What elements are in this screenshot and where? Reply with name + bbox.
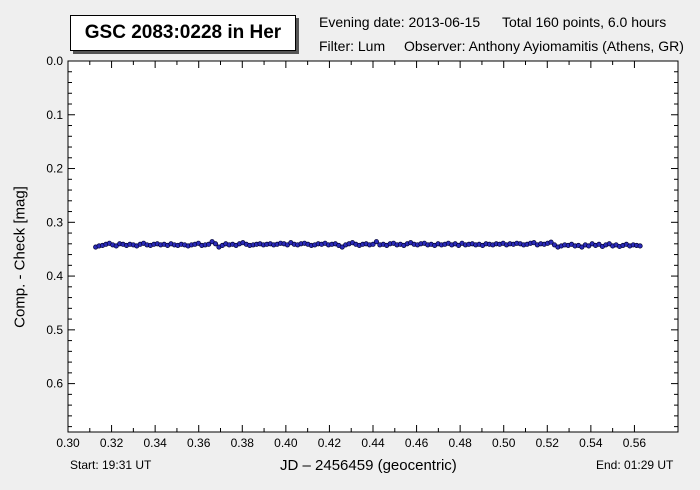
x-tick-label: 0.54 xyxy=(579,436,603,450)
y-tick-label: 0.6 xyxy=(46,377,63,391)
data-point xyxy=(637,243,643,249)
x-tick-label: 0.52 xyxy=(536,436,560,450)
y-axis-label: Comp. - Check [mag] xyxy=(11,186,29,328)
data-points xyxy=(93,239,643,250)
x-tick-label: 0.34 xyxy=(143,436,167,450)
end-time: End: 01:29 UT xyxy=(596,458,674,472)
x-tick-label: 0.50 xyxy=(492,436,516,450)
x-tick-label: 0.32 xyxy=(100,436,124,450)
y-tick-label: 0.0 xyxy=(46,54,63,68)
y-tick-label: 0.4 xyxy=(46,269,63,283)
data-point xyxy=(206,241,212,247)
x-tick-label: 0.56 xyxy=(623,436,647,450)
y-tick-label: 0.3 xyxy=(46,215,63,229)
x-tick-label: 0.42 xyxy=(318,436,342,450)
total-points: Total 160 points, 6.0 hours xyxy=(502,14,667,30)
x-tick-label: 0.36 xyxy=(187,436,211,450)
x-tick-label: 0.44 xyxy=(361,436,385,450)
start-time: Start: 19:31 UT xyxy=(70,458,152,472)
x-tick-label: 0.30 xyxy=(56,436,80,450)
data-point xyxy=(212,241,219,247)
x-axis-label: JD – 2456459 (geocentric) xyxy=(280,457,457,474)
star-title: GSC 2083:0228 in Her xyxy=(70,15,296,51)
y-tick-label: 0.2 xyxy=(46,162,63,176)
x-tick-label: 0.48 xyxy=(448,436,472,450)
x-tick-label: 0.38 xyxy=(231,436,255,450)
x-tick-label: 0.46 xyxy=(405,436,429,450)
x-axis: 0.30 0.32 0.34 0.36 0.38 0.40 0.42 0.44 0.46 0.48… xyxy=(56,61,646,450)
y-axis: 0.0 0.1 0.2 0.3 0.4 0.5 0.6 xyxy=(46,54,678,428)
x-tick-label: 0.40 xyxy=(274,436,298,450)
evening-date: Evening date: 2013-06-15 xyxy=(319,14,481,30)
data-point xyxy=(373,239,379,245)
data-point xyxy=(548,239,554,245)
filter-label: Filter: Lum xyxy=(319,38,386,54)
y-tick-label: 0.5 xyxy=(46,323,63,337)
observer-label: Observer: Anthony Ayiomamitis (Athens, G… xyxy=(404,38,684,54)
y-tick-label: 0.1 xyxy=(46,108,63,122)
data-point xyxy=(370,241,376,247)
